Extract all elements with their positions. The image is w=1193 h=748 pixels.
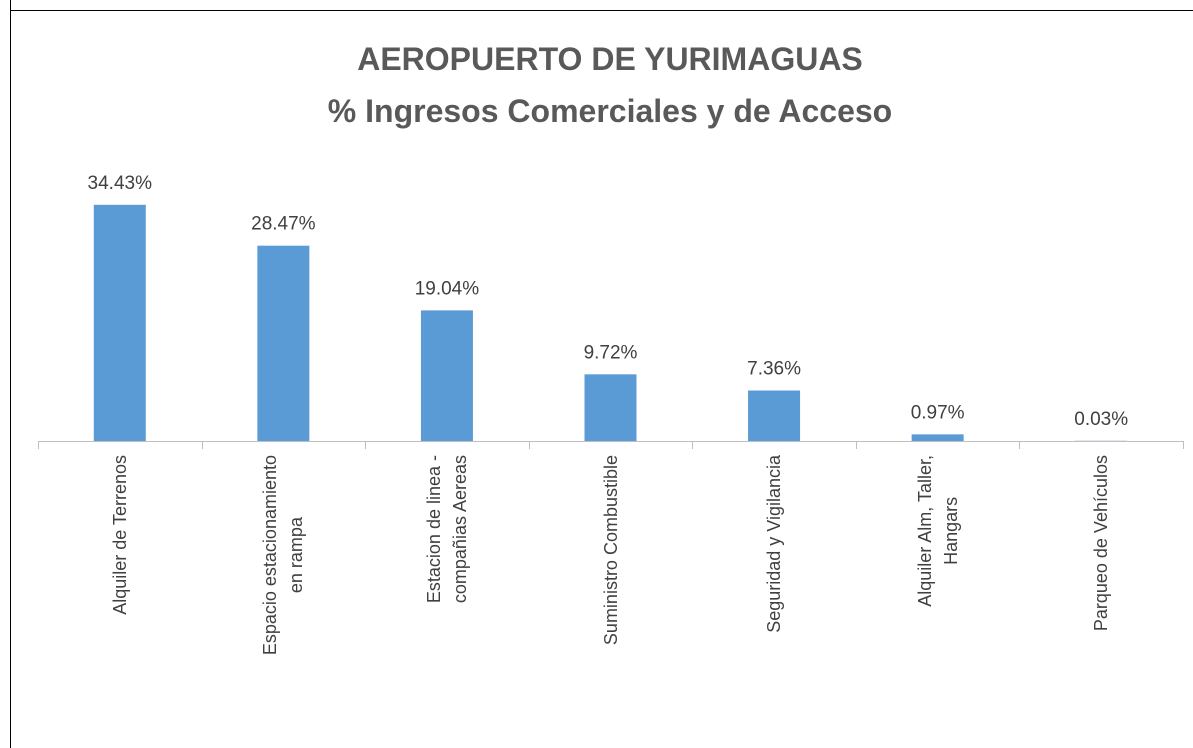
bar xyxy=(911,434,964,441)
x-tick-label: Alquiler de Terrenos xyxy=(60,455,180,745)
data-label: 0.97% xyxy=(911,402,965,423)
bar xyxy=(420,310,473,441)
x-tick-text: Espacio estacionamiento en rampa xyxy=(260,455,307,656)
x-tick-label: Alquiler Alm, Taller, Hangars xyxy=(878,455,998,745)
x-tick-text: Parqueo de Vehículos xyxy=(1091,455,1112,632)
x-tick-label: Parqueo de Vehículos xyxy=(1041,455,1161,745)
x-tick-label: Suministro Combustible xyxy=(551,455,671,745)
chart-title: AEROPUERTO DE YURIMAGUAS xyxy=(357,41,863,77)
data-label: 28.47% xyxy=(251,214,316,235)
x-tick-text: Suministro Combustible xyxy=(600,455,621,646)
x-tick-label: Seguridad y Vigilancia xyxy=(714,455,834,745)
x-tick-text: Estacion de linea - compañias Aereas xyxy=(423,455,470,604)
bar xyxy=(93,204,146,441)
bar xyxy=(584,374,637,441)
x-tick-text: Alquiler Alm, Taller, Hangars xyxy=(914,455,961,607)
bar xyxy=(748,390,801,441)
x-tick-label: Estacion de linea - compañias Aereas xyxy=(387,455,507,745)
data-label: 19.04% xyxy=(415,278,480,299)
data-label: 0.03% xyxy=(1074,409,1128,430)
data-label: 7.36% xyxy=(747,359,801,380)
chart-subtitle: % Ingresos Comerciales y de Acceso xyxy=(328,93,892,129)
data-label: 9.72% xyxy=(584,342,638,363)
x-tick-text: Seguridad y Vigilancia xyxy=(764,455,785,633)
x-tick-label: Espacio estacionamiento en rampa xyxy=(223,455,343,745)
x-tick-text: Alquiler de Terrenos xyxy=(109,455,130,615)
data-label: 34.43% xyxy=(88,173,153,194)
bar xyxy=(257,245,310,441)
